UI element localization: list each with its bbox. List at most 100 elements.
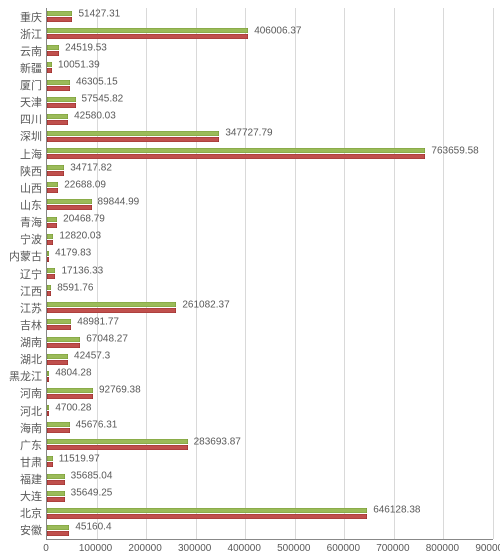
bar-series-b (47, 308, 176, 313)
bar-series-b (47, 257, 49, 262)
value-label: 347727.79 (225, 128, 272, 139)
bar-series-a (47, 525, 69, 530)
bar-series-a (47, 234, 53, 239)
category-label: 安徽 (20, 522, 42, 538)
value-label: 48981.77 (77, 316, 119, 327)
plot-area: 51427.31406006.3724519.5310051.3946305.1… (46, 8, 493, 540)
category-label: 甘肃 (20, 454, 42, 470)
category-label: 大连 (20, 488, 42, 504)
bar-series-a (47, 302, 176, 307)
value-label: 22688.09 (64, 179, 106, 190)
bar-series-a (47, 45, 59, 50)
bar-series-a (47, 148, 425, 153)
bar-series-b (47, 171, 64, 176)
value-label: 46305.15 (76, 77, 118, 88)
bar-series-b (47, 137, 219, 142)
x-tick-label: 0 (43, 543, 49, 554)
x-tick-label: 600000 (327, 543, 360, 554)
value-label: 4179.83 (55, 248, 91, 259)
value-label: 89844.99 (98, 196, 140, 207)
bar-series-a (47, 80, 70, 85)
bar-series-a (47, 268, 55, 273)
bar-series-b (47, 360, 68, 365)
bar-series-b (47, 103, 76, 108)
bar-series-b (47, 428, 70, 433)
bar-series-b (47, 68, 52, 73)
bar-series-a (47, 371, 49, 376)
x-tick-label: 800000 (426, 543, 459, 554)
gridline (493, 8, 494, 539)
bar-series-a (47, 405, 49, 410)
value-label: 8591.76 (57, 282, 93, 293)
bar-series-b (47, 531, 69, 536)
bar-series-b (47, 462, 53, 467)
bar-series-a (47, 165, 64, 170)
bar-series-a (47, 491, 65, 496)
category-label: 山东 (20, 197, 42, 213)
bar-series-b (47, 514, 367, 519)
category-label: 新疆 (20, 60, 42, 76)
gridline (196, 8, 197, 539)
value-label: 12820.03 (59, 231, 101, 242)
bar-series-a (47, 131, 219, 136)
bar-series-b (47, 34, 248, 39)
value-label: 283693.87 (194, 436, 241, 447)
value-label: 35685.04 (71, 471, 113, 482)
value-label: 406006.37 (254, 25, 301, 36)
value-label: 17136.33 (61, 265, 103, 276)
x-tick-label: 700000 (376, 543, 409, 554)
value-label: 763659.58 (431, 145, 478, 156)
bar-series-a (47, 456, 53, 461)
gridline (394, 8, 395, 539)
value-label: 92769.38 (99, 385, 141, 396)
category-label: 上海 (20, 146, 42, 162)
bar-series-a (47, 62, 52, 67)
category-label: 浙江 (20, 26, 42, 42)
value-label: 34717.82 (70, 162, 112, 173)
category-label: 河北 (20, 403, 42, 419)
category-label: 山西 (20, 180, 42, 196)
bar-series-a (47, 97, 76, 102)
value-label: 10051.39 (58, 59, 100, 70)
x-tick-label: 500000 (277, 543, 310, 554)
x-tick-label: 300000 (178, 543, 211, 554)
category-label: 内蒙古 (9, 248, 42, 264)
bar-series-b (47, 154, 425, 159)
bar-series-b (47, 343, 80, 348)
bar-series-b (47, 411, 49, 416)
bar-series-a (47, 217, 57, 222)
bar-series-a (47, 199, 92, 204)
value-label: 45676.31 (76, 419, 118, 430)
bar-series-a (47, 285, 51, 290)
bar-series-b (47, 377, 49, 382)
category-label: 厦门 (20, 77, 42, 93)
bar-series-a (47, 28, 248, 33)
category-label: 陕西 (20, 163, 42, 179)
bar-series-a (47, 354, 68, 359)
value-label: 35649.25 (71, 488, 113, 499)
value-label: 42580.03 (74, 111, 116, 122)
gridline (146, 8, 147, 539)
bar-series-b (47, 51, 59, 56)
value-label: 42457.3 (74, 351, 110, 362)
bar-series-b (47, 188, 58, 193)
bar-series-a (47, 337, 80, 342)
category-label: 青海 (20, 214, 42, 230)
bar-series-a (47, 474, 65, 479)
bar-series-a (47, 508, 367, 513)
category-label: 深圳 (20, 128, 42, 144)
bar-series-b (47, 394, 93, 399)
x-tick-label: 400000 (228, 543, 261, 554)
bar-series-b (47, 274, 55, 279)
bar-series-b (47, 291, 51, 296)
x-tick-label: 900000 (475, 543, 500, 554)
value-label: 57545.82 (82, 94, 124, 105)
category-label: 吉林 (20, 317, 42, 333)
category-label: 江苏 (20, 300, 42, 316)
category-label: 福建 (20, 471, 42, 487)
bar-series-b (47, 223, 57, 228)
bar-series-a (47, 11, 72, 16)
gridline (295, 8, 296, 539)
gridline (245, 8, 246, 539)
category-label: 海南 (20, 420, 42, 436)
